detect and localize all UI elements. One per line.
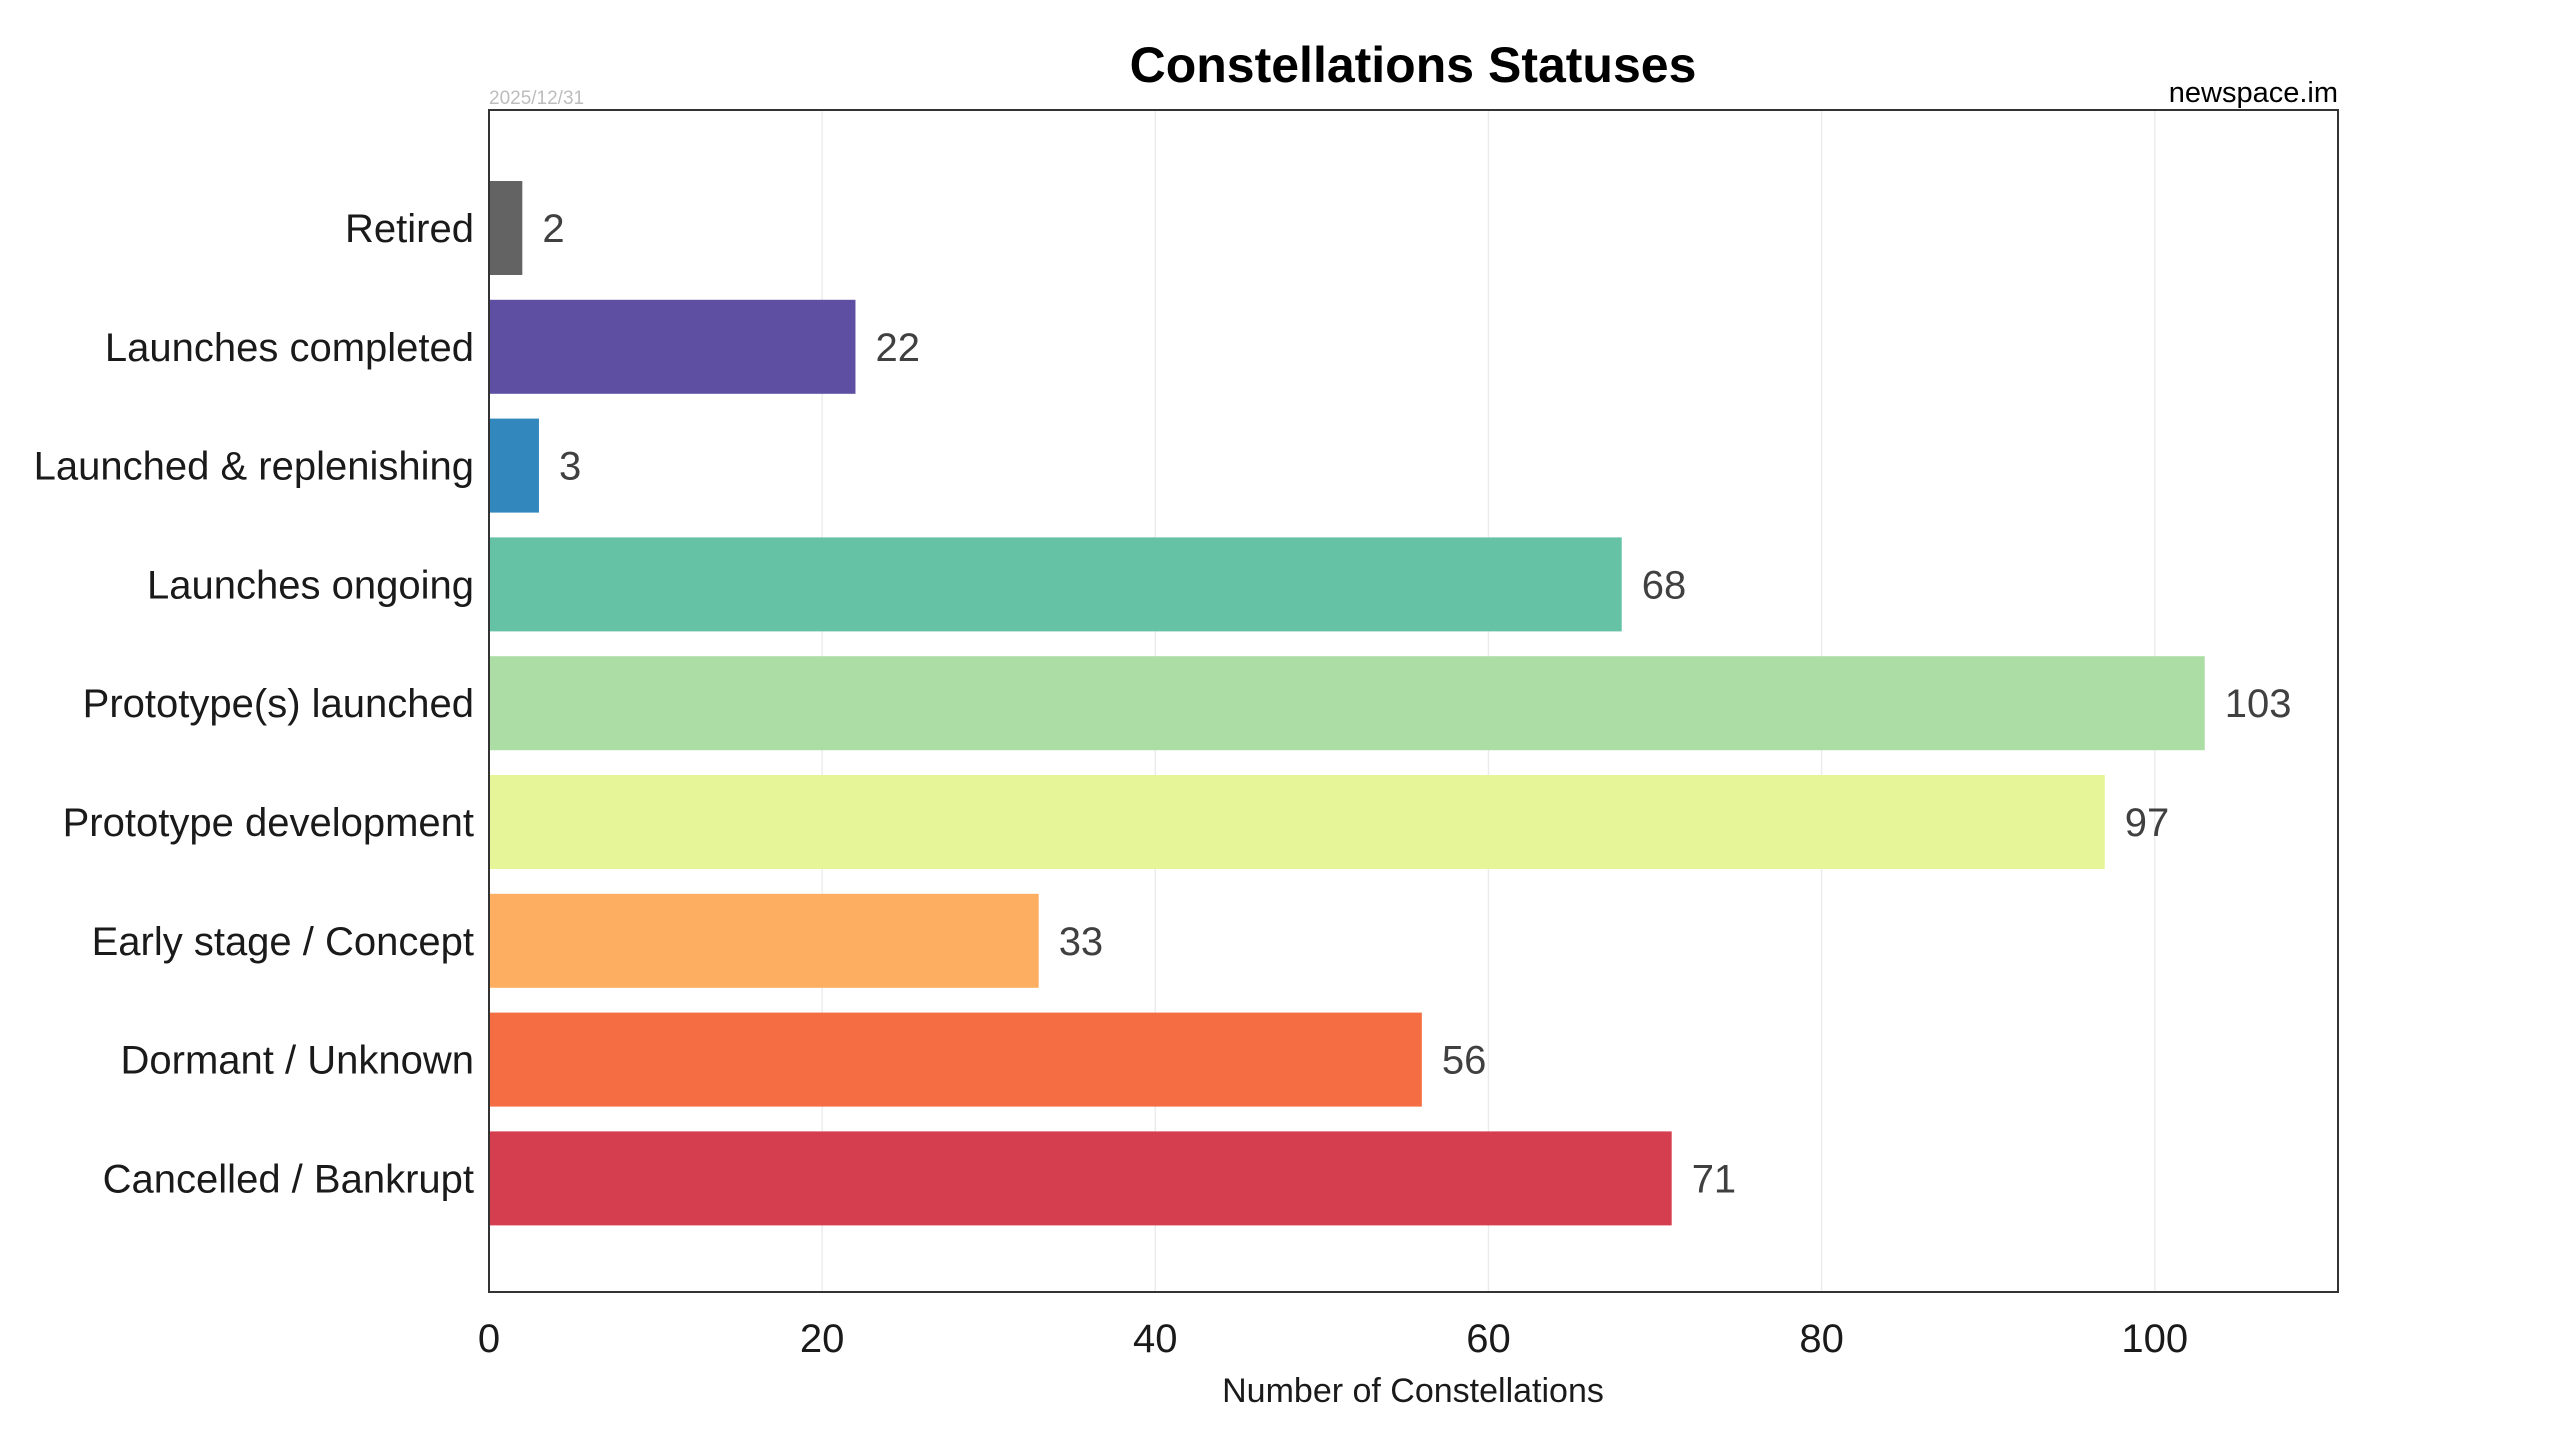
x-tick-label: 60 (1466, 1317, 1511, 1361)
x-tick-label: 40 (1133, 1317, 1178, 1361)
bar (489, 181, 523, 275)
bars (489, 181, 2205, 1226)
value-label: 71 (1692, 1157, 1737, 1201)
x-tick-label: 20 (800, 1317, 845, 1361)
bar (489, 893, 1039, 988)
chart-title: Constellations Statuses (1130, 37, 1697, 93)
value-label: 33 (1059, 920, 1104, 964)
x-tick-label: 100 (2121, 1317, 2188, 1361)
category-label: Retired (345, 207, 474, 251)
category-label: Prototype development (63, 801, 474, 845)
x-tick-label: 0 (478, 1317, 500, 1361)
bar (489, 775, 2105, 869)
x-tick-labels: 0 20 40 60 80 100 (478, 1317, 2188, 1361)
category-label: Early stage / Concept (92, 920, 474, 964)
category-label: Prototype(s) launched (83, 682, 474, 726)
value-label: 2 (542, 207, 564, 251)
category-label: Cancelled / Bankrupt (103, 1157, 474, 1201)
plot-frame (488, 109, 2339, 1293)
bar (489, 418, 539, 513)
category-label: Dormant / Unknown (121, 1039, 474, 1083)
category-label: Launches completed (105, 326, 474, 370)
bar (489, 537, 1622, 632)
value-label: 22 (875, 326, 920, 370)
bar (489, 656, 2205, 751)
category-label: Launched & replenishing (34, 445, 474, 489)
value-label: 103 (2225, 682, 2292, 726)
x-tick-label: 80 (1799, 1317, 1844, 1361)
value-label: 68 (1642, 563, 1687, 607)
chart-date: 2025/12/31 (489, 88, 584, 109)
value-label: 56 (1442, 1039, 1487, 1083)
value-label: 97 (2125, 801, 2170, 845)
category-labels: Retired Launches completed Launched & repl… (34, 207, 474, 1201)
chart-source: newspace.im (2169, 77, 2338, 109)
category-label: Launches ongoing (147, 563, 474, 607)
value-label: 3 (559, 445, 581, 489)
x-axis-title: Number of Constellations (1222, 1372, 1604, 1410)
bar (489, 299, 856, 394)
bar (489, 1012, 1422, 1107)
bar (489, 1131, 1672, 1226)
